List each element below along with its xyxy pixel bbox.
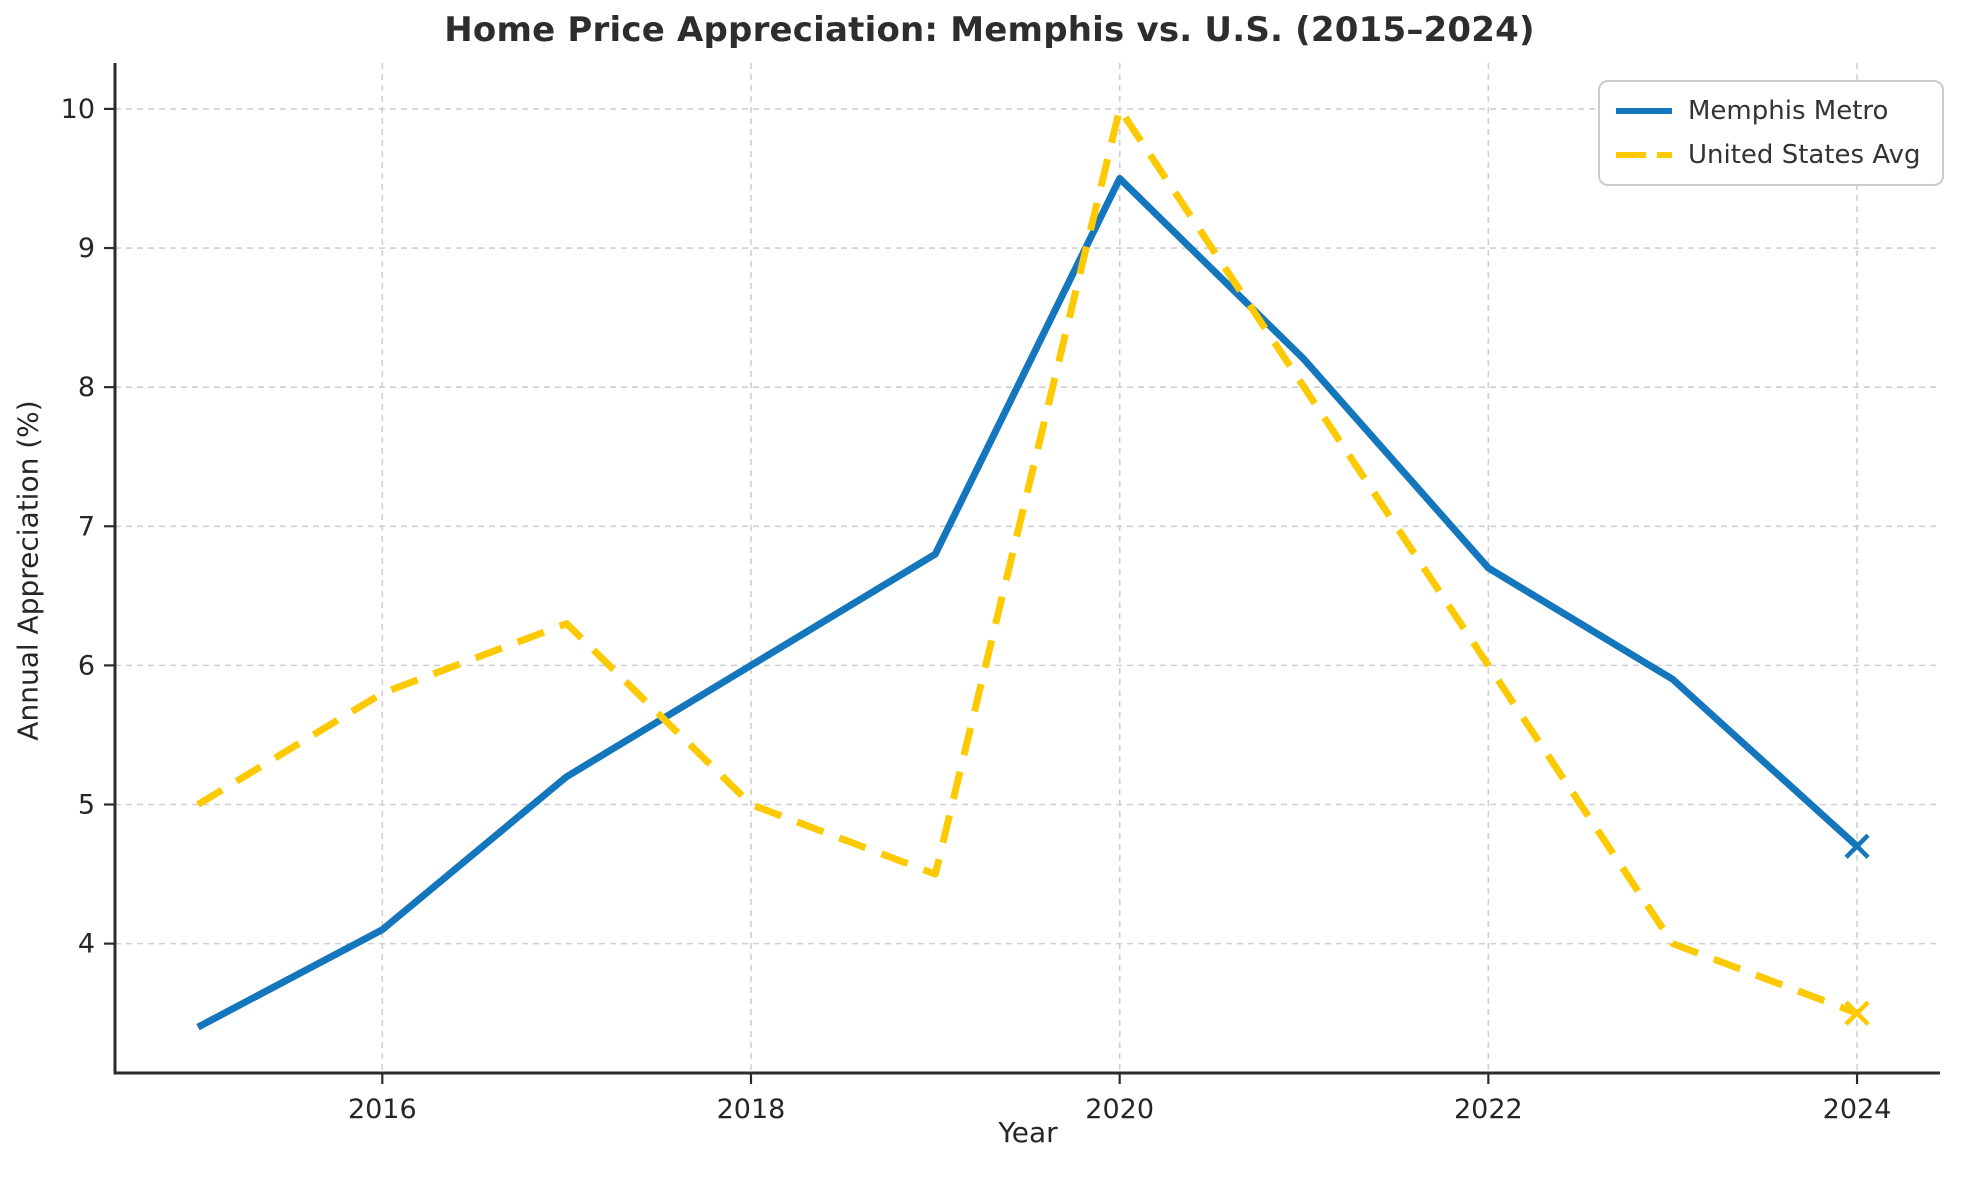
- end-marker-x-us: [1844, 1000, 1870, 1026]
- y-tick-label: 5: [78, 790, 95, 821]
- y-tick-label: 7: [78, 511, 95, 542]
- y-tick-label: 9: [78, 233, 95, 264]
- x-tick-label: 2022: [1454, 1094, 1523, 1125]
- x-tick-label: 2020: [1085, 1094, 1154, 1125]
- end-marker-x-memphis: [1844, 833, 1870, 859]
- legend-label-memphis: Memphis Metro: [1688, 96, 1889, 126]
- y-tick-label: 8: [78, 372, 95, 403]
- x-tick-label: 2016: [348, 1094, 417, 1125]
- x-tick-label: 2024: [1823, 1094, 1892, 1125]
- legend-item-us: United States Avg: [1616, 138, 1924, 172]
- x-axis-label: Year: [998, 1116, 1058, 1149]
- y-axis-label: Annual Appreciation (%): [11, 400, 45, 741]
- y-tick-label: 4: [78, 929, 95, 960]
- us-line-swatch: [1616, 152, 1672, 158]
- y-tick-label: 10: [61, 94, 95, 125]
- chart-title: Home Price Appreciation: Memphis vs. U.S…: [444, 10, 1535, 50]
- series-line-us: [196, 105, 1859, 1017]
- x-tick-label: 2018: [717, 1094, 786, 1125]
- memphis-line-swatch: [1616, 108, 1672, 114]
- legend-label-us: United States Avg: [1688, 140, 1921, 170]
- legend-item-memphis: Memphis Metro: [1616, 94, 1924, 128]
- series-line-memphis: [196, 175, 1860, 1031]
- legend: Memphis Metro United States Avg: [1598, 80, 1944, 186]
- y-tick-label: 6: [78, 650, 95, 681]
